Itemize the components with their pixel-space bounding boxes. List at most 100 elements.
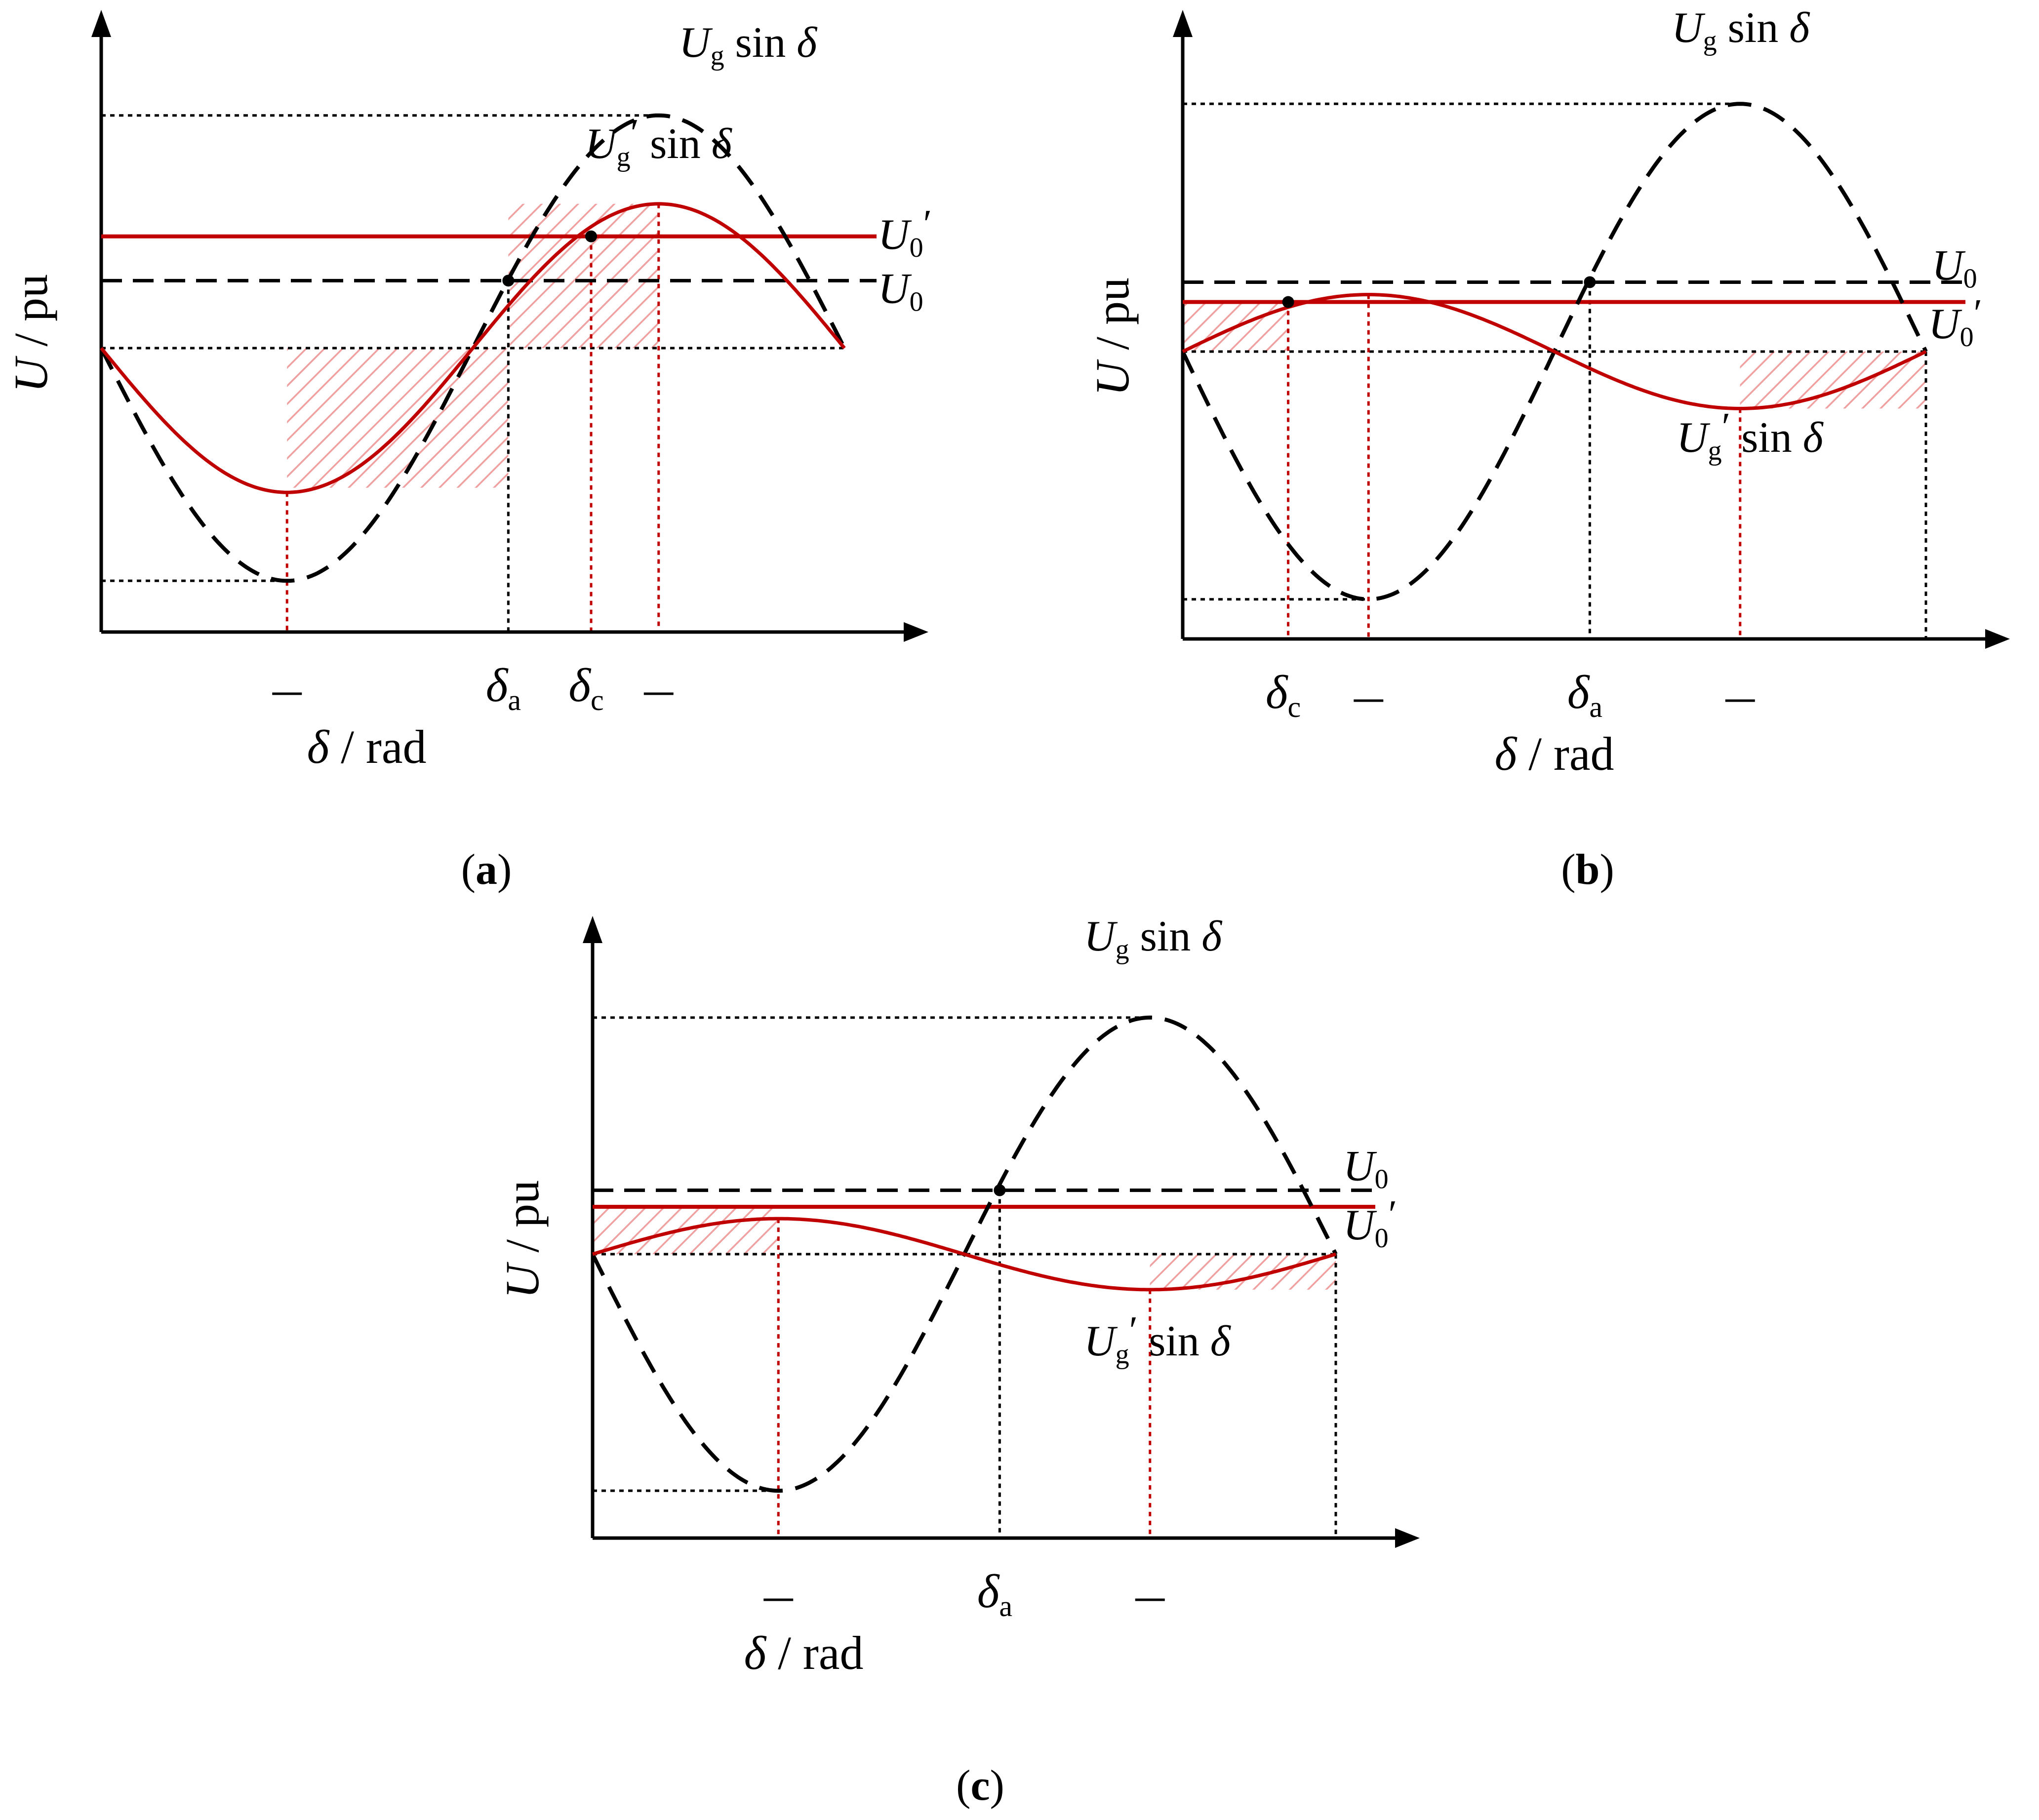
curve-label-main: U: [679, 19, 713, 67]
level-label-u0: U0: [1343, 1143, 1389, 1195]
y-axis-title: U / pu: [4, 274, 57, 393]
x-tick-sub: a: [1589, 691, 1602, 723]
x-tick-sub: c: [1288, 691, 1301, 723]
y-axis-unit: pu: [1086, 277, 1139, 325]
x-tick-main: δ: [486, 659, 509, 712]
curve-label-sin: sin: [1717, 4, 1790, 52]
curve-label-ug-prime: Ug′ sin δ: [585, 112, 733, 172]
level-label-sub: 0: [910, 286, 923, 317]
caption-paren-open: (: [956, 1762, 970, 1810]
level-label-u0-prime: U0′: [878, 202, 932, 263]
curve-label-ug: Ug sin δ: [679, 19, 818, 71]
x-tick-sub: a: [508, 684, 521, 716]
y-axis-symbol: U: [496, 1262, 549, 1299]
y-axis-unit: pu: [4, 274, 57, 321]
curve-label-ug-prime: Ug′ sin δ: [1084, 1309, 1232, 1370]
level-label-main: U: [1932, 242, 1966, 290]
level-label-main: U: [1343, 1143, 1377, 1190]
curve-label-sub: g: [617, 142, 631, 172]
hatch-region-2: [1740, 352, 1926, 409]
x-tick-label-3: δc: [568, 659, 603, 716]
panel-caption-b: (b): [1561, 846, 1614, 894]
point-c: [1282, 296, 1294, 308]
x-axis-unit: rad: [1554, 727, 1614, 780]
point-a: [502, 275, 515, 287]
x-tick-sub: a: [999, 1590, 1012, 1622]
curve-label-delta: δ: [1803, 414, 1824, 462]
y-axis-slash: /: [496, 1227, 549, 1265]
point-a: [994, 1184, 1006, 1196]
level-label-main: U: [878, 211, 912, 259]
level-label-sub: 0: [1960, 322, 1974, 353]
curve-ug-prime-sin: [1182, 293, 1927, 410]
x-axis-symbol: δ: [744, 1626, 767, 1679]
curve-label-sin: sin: [724, 19, 797, 67]
panel-caption-a: (a): [461, 846, 512, 894]
level-label-u0: U0: [878, 265, 923, 317]
curve-label-sin: sin: [1138, 1317, 1210, 1365]
x-axis-symbol: δ: [1495, 727, 1518, 780]
level-label-u0-prime: U0′: [1928, 292, 1982, 353]
x-tick-sub: c: [591, 684, 604, 716]
hatch-region-2: [508, 203, 659, 348]
x-axis-arrow: [904, 622, 928, 642]
level-label-sub: 0: [1375, 1164, 1389, 1195]
level-label-main: U: [1343, 1201, 1377, 1249]
curve-label-ug: Ug sin δ: [1084, 912, 1223, 965]
x-axis-arrow: [1985, 629, 2010, 649]
curve-label-rest: sin δ: [1717, 4, 1811, 52]
caption-paren-close: ): [990, 1762, 1004, 1810]
x-tick-label-2: δa: [486, 659, 521, 716]
curve-label-sub: g: [1116, 1339, 1129, 1370]
y-axis-arrow: [1173, 10, 1193, 37]
x-axis-title: δ / rad: [744, 1626, 864, 1679]
curve-label-sub: g: [1703, 26, 1717, 56]
y-axis-arrow: [583, 916, 602, 943]
curve-ug-prime-sin: [592, 1217, 1337, 1292]
curve-label-delta: δ: [712, 120, 733, 168]
caption-paren-open: (: [1561, 846, 1575, 894]
curve-label-sin: sin: [1129, 912, 1202, 960]
x-tick-main: δ: [1266, 666, 1288, 718]
curve-label-sin: sin: [1730, 414, 1803, 462]
level-label-sub: 0: [1963, 264, 1977, 294]
x-axis-slash: /: [1517, 727, 1554, 780]
level-label-prime: ′: [1974, 292, 1983, 335]
curve-label-main: U: [1084, 1317, 1118, 1365]
x-axis-unit: rad: [366, 720, 427, 773]
curve-label-main: U: [585, 120, 619, 168]
curve-ug-prime-sin: [100, 202, 846, 494]
curve-label-main: U: [1677, 414, 1711, 462]
curve-label-delta: δ: [797, 19, 818, 67]
curve-label-delta: δ: [1201, 912, 1223, 960]
level-label-main: U: [1928, 300, 1962, 348]
x-axis-slash: /: [329, 720, 366, 773]
x-tick-label-2: δc: [1266, 666, 1301, 723]
curve-label-rest: sin δ: [639, 120, 733, 168]
y-axis-slash: /: [4, 321, 57, 358]
caption-paren-open: (: [461, 846, 476, 894]
y-axis-title: U / pu: [496, 1180, 549, 1299]
x-tick-main: δ: [1567, 666, 1590, 718]
y-axis-symbol: U: [1086, 359, 1139, 396]
caption-paren-close: ): [1599, 846, 1614, 894]
y-axis-unit: pu: [496, 1180, 549, 1227]
curve-label-delta: δ: [1210, 1317, 1232, 1365]
curve-label-sin: sin: [639, 120, 712, 168]
curve-label-sub: g: [711, 40, 724, 71]
point-a: [1584, 276, 1596, 288]
caption-letter: c: [970, 1762, 990, 1810]
x-tick-label-3: δa: [977, 1565, 1012, 1622]
curve-label-ug: Ug sin δ: [1672, 4, 1810, 56]
y-axis-symbol: U: [4, 356, 57, 393]
y-axis-slash: /: [1086, 325, 1139, 362]
hatch-region-1: [287, 348, 509, 488]
level-label-u0: U0: [1932, 242, 1977, 294]
curve-label-prime: ′: [1129, 1309, 1138, 1352]
caption-letter: a: [476, 846, 497, 894]
curve-label-rest: sin δ: [1129, 912, 1223, 960]
